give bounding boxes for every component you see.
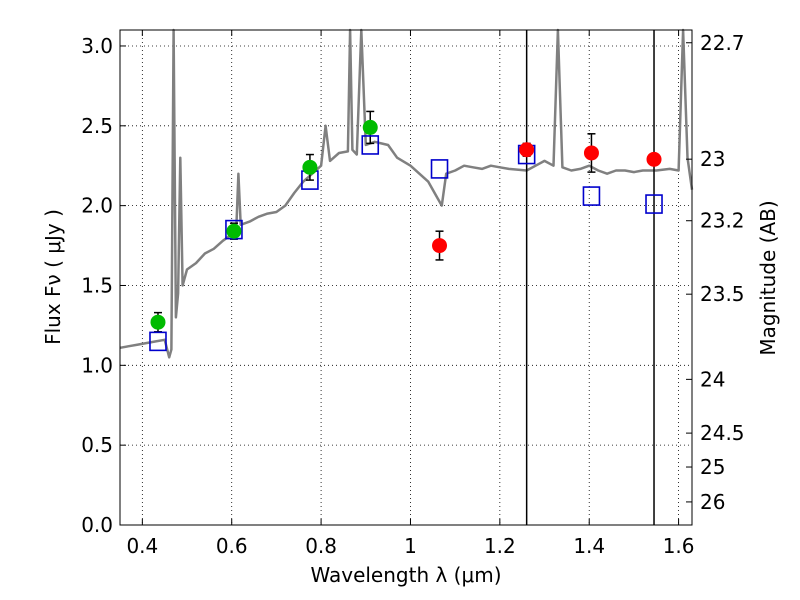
y-tick-label: 2.5 <box>81 114 113 138</box>
x-tick-label: 1.2 <box>484 534 516 558</box>
optical-photometry-point <box>226 223 242 239</box>
y-axis: 0.0 0.5 1.0 1.5 2.0 2.5 3.0 <box>81 34 126 537</box>
x-tick-label: 0.8 <box>305 534 337 558</box>
nir-photometry-point <box>646 151 662 167</box>
y2-tick-label: 22.7 <box>700 31 745 55</box>
x-tick-label: 1.6 <box>663 534 695 558</box>
x-tick-label: 0.4 <box>126 534 158 558</box>
y-tick-label: 2.0 <box>81 194 113 218</box>
model-photometry-series <box>149 135 663 352</box>
plot-frame <box>119 29 693 526</box>
y-tick-label: 1.0 <box>81 353 113 377</box>
y-tick-label: 0.0 <box>81 513 113 537</box>
model-sed-series <box>119 28 694 359</box>
observed-photometry-series <box>150 119 662 330</box>
y-axis-label: Flux Fν ( μJy ) <box>41 209 65 345</box>
x-axis-label: Wavelength λ (μm) <box>310 563 501 587</box>
x-tick-label: 1.4 <box>573 534 605 558</box>
nir-photometry-point <box>583 145 599 161</box>
y2-tick-label: 26 <box>700 490 725 514</box>
y2-axis-label: Magnitude (AB) <box>756 200 780 355</box>
x-axis: 0.4 0.6 0.8 1 1.2 1.4 1.6 <box>126 30 695 558</box>
model-photometry-point <box>582 186 601 206</box>
y2-tick-label: 24 <box>700 367 725 391</box>
x-tick-label: 1 <box>404 534 417 558</box>
optical-photometry-point <box>362 119 378 135</box>
errorbars <box>153 110 659 333</box>
nir-photometry-point <box>519 142 535 158</box>
optical-photometry-point <box>150 314 166 330</box>
y2-tick-label: 24.5 <box>700 421 745 445</box>
reference-lines <box>525 30 655 525</box>
model-photometry-point <box>430 159 449 179</box>
model-photometry-point <box>361 135 380 155</box>
grid <box>120 30 692 526</box>
y2-axis: 22.7 23 23.2 23.5 24 24.5 25 26 <box>686 31 745 514</box>
y2-tick-label: 23 <box>700 147 725 171</box>
x-tick-label: 0.6 <box>216 534 248 558</box>
y2-tick-label: 23.5 <box>700 282 745 306</box>
nir-photometry-point <box>432 238 448 254</box>
model-photometry-point <box>149 331 167 352</box>
y2-tick-label: 25 <box>700 455 725 479</box>
y2-tick-label: 23.2 <box>700 209 745 233</box>
model-photometry-point <box>645 194 663 214</box>
optical-photometry-point <box>302 159 318 175</box>
y-tick-label: 3.0 <box>81 34 113 58</box>
y-tick-label: 0.5 <box>81 433 113 457</box>
model-sed-line <box>119 28 694 359</box>
y-tick-label: 1.5 <box>81 273 113 297</box>
